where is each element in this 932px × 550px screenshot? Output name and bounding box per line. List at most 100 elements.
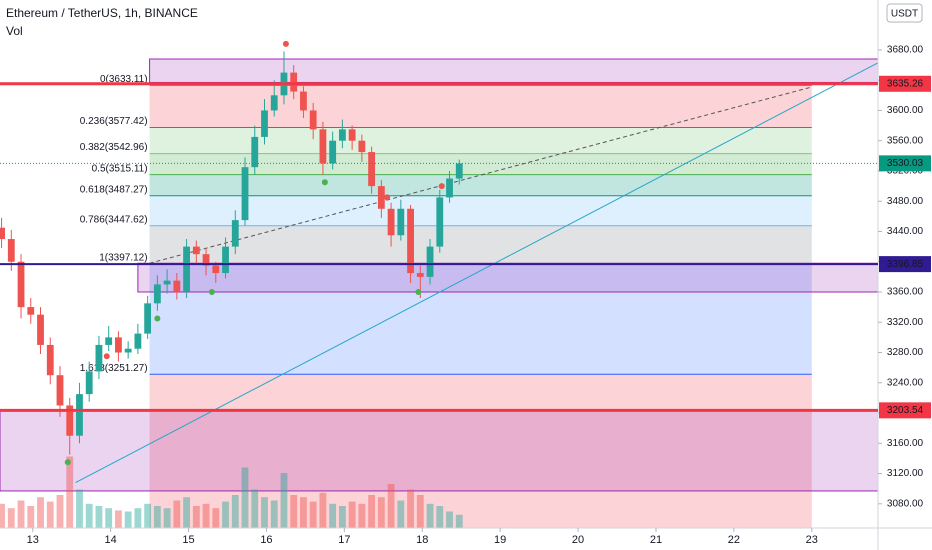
volume-bar <box>76 489 83 528</box>
fib-label: 0(3633.11) <box>100 74 148 85</box>
candle-body <box>407 208 414 274</box>
candle-body <box>17 261 25 308</box>
volume-bar <box>241 467 249 528</box>
volume-bar <box>300 497 307 528</box>
candle-body <box>290 72 298 92</box>
x-tick-label: 14 <box>105 534 117 546</box>
candle-body <box>202 254 210 266</box>
candle-body <box>105 337 113 345</box>
signal-dot <box>384 194 391 201</box>
candle-body <box>95 344 103 372</box>
signal-dot <box>208 288 215 295</box>
trendline <box>149 86 812 264</box>
y-tick-label: 3440.00 <box>887 226 924 237</box>
volume-bar <box>358 503 366 528</box>
volume-bar <box>270 500 278 528</box>
candle-body <box>56 375 64 406</box>
plot-area: 0(3633.11) 0.236(3577.42) 0.382(3542.96) 0.… <box>0 40 878 528</box>
candle-body <box>222 246 229 274</box>
box <box>149 58 878 83</box>
candle-body <box>115 337 122 353</box>
y-tick-label: 3480.00 <box>887 196 924 207</box>
y-tick-label: 3160.00 <box>887 438 924 449</box>
y-tick-label: 3600.00 <box>887 105 924 116</box>
candle-body <box>124 348 132 353</box>
volume-bar <box>416 495 424 528</box>
box <box>0 409 878 492</box>
candle-body <box>426 246 434 277</box>
fib-zone <box>149 153 812 175</box>
volume-bar <box>115 510 122 528</box>
fib-label: 0.236(3577.42) <box>80 116 148 127</box>
signal-dot <box>64 459 71 466</box>
candle-body <box>183 246 190 292</box>
volume-bar <box>27 506 35 528</box>
price-label: 3530.03 <box>887 158 924 169</box>
signal-dot <box>321 179 328 186</box>
volume-bar <box>338 506 346 528</box>
y-tick-label: 3680.00 <box>887 45 924 56</box>
candle-body <box>46 344 54 376</box>
candle-body <box>7 239 15 262</box>
volume-bar <box>85 503 93 528</box>
fib-label: 1(3397.12) <box>99 253 147 264</box>
candle-body <box>251 136 259 168</box>
price-label: 3396.85 <box>887 259 924 270</box>
y-tick-label: 3560.00 <box>887 135 924 146</box>
volume-bar <box>319 492 327 528</box>
volume-bar <box>7 508 15 528</box>
fib-label: 0.618(3487.27) <box>80 184 148 195</box>
volume-bar <box>251 489 259 528</box>
volume-bar <box>56 495 64 528</box>
candle-body <box>338 129 346 141</box>
signal-dot <box>154 315 161 322</box>
candle-body <box>173 280 181 292</box>
currency[interactable]: USDT <box>891 9 918 20</box>
price-label-bg <box>879 75 931 92</box>
fib-label: 0.786(3447.62) <box>80 214 148 225</box>
volume-bar <box>163 508 171 528</box>
volume-bar <box>348 501 356 528</box>
candle-body <box>231 220 239 247</box>
trendline <box>75 62 878 484</box>
fib-zone <box>149 85 812 128</box>
candle-body <box>387 208 395 236</box>
currency-box[interactable] <box>886 3 923 23</box>
price-label: 3635.26 <box>887 78 924 89</box>
volume-bar <box>407 489 414 528</box>
volume-bar <box>0 503 5 528</box>
price-label-bg <box>879 256 931 273</box>
volume-bar <box>46 501 54 528</box>
volume-bar <box>309 501 317 528</box>
volume-bar <box>173 500 181 528</box>
y-tick-label: 3120.00 <box>887 468 924 479</box>
x-tick-label: 13 <box>27 534 39 546</box>
y-tick-label: 3240.00 <box>887 377 924 388</box>
candle-body <box>309 110 317 130</box>
candle-body <box>455 163 463 179</box>
volume-bar <box>124 511 132 528</box>
fib-zone <box>149 263 812 375</box>
volume-bar <box>222 501 229 528</box>
fib-label: 0.382(3542.96) <box>80 142 148 153</box>
volume-bar <box>153 506 161 528</box>
volume-bar <box>261 497 268 528</box>
candle-body <box>397 208 405 236</box>
candle-body <box>163 280 171 285</box>
volume-bar <box>183 497 190 528</box>
candle-body <box>37 314 44 345</box>
candle-body <box>212 265 220 274</box>
candle-body <box>261 110 268 137</box>
chart-title: Ethereum / TetherUS, 1h, BINANCE <box>6 6 198 20</box>
candle-body <box>329 140 337 164</box>
x-tick-label: 20 <box>572 534 584 546</box>
price-label-bg <box>879 402 931 419</box>
fib-zone <box>149 195 812 226</box>
signal-dot <box>415 288 422 295</box>
candle-body <box>368 152 376 187</box>
fib-zone <box>149 374 812 528</box>
y-tick-label: 3280.00 <box>887 347 924 358</box>
x-tick-label: 18 <box>416 534 428 546</box>
volume-bar <box>397 500 405 528</box>
